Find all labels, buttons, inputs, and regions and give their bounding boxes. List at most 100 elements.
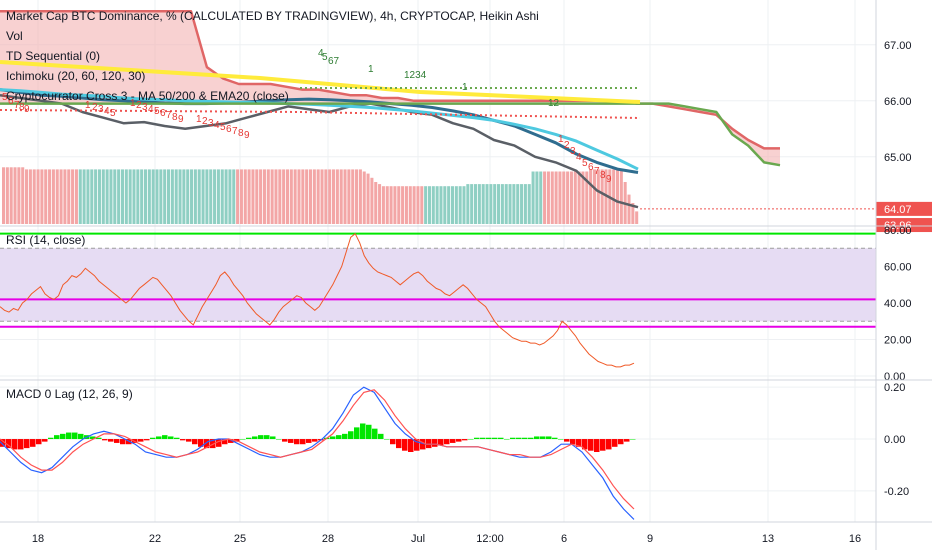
volume-bar [454, 186, 458, 224]
td-sequential-label: 1 [368, 64, 374, 75]
volume-bar [282, 169, 286, 224]
macd-histogram-bar [12, 439, 18, 450]
macd-histogram-bar [342, 433, 348, 440]
td-sequential-label: 4 [104, 106, 110, 117]
volume-bar [577, 171, 581, 224]
volume-bar [401, 186, 405, 224]
macd-histogram-bar [480, 437, 486, 440]
volume-bar [351, 169, 355, 224]
macd-histogram-bar [468, 439, 474, 440]
macd-histogram-bar [120, 439, 126, 445]
td-sequential-label: 4 [576, 152, 582, 163]
volume-bar [182, 169, 186, 224]
price-pane: 5 6 7 8 9 1 2 3 4 51 2 3 4 5 6 7 8 9 1 2 3 4 5 6 7 8 945 6711234112… [0, 9, 876, 224]
td-sequential-label: 2 [136, 100, 142, 111]
macd-histogram-bar [312, 439, 318, 442]
td-sequential-label: 4 [318, 48, 324, 59]
macd-histogram-bar [72, 432, 78, 440]
macd-histogram-bar [522, 437, 528, 440]
volume-bar [500, 184, 504, 224]
macd-histogram-bar [528, 437, 534, 440]
volume-bar [546, 171, 550, 224]
rsi-pane [0, 232, 876, 368]
volume-bar [247, 169, 251, 224]
macd-histogram-bar [138, 439, 144, 442]
macd-histogram-bar [210, 439, 216, 449]
volume-bar [512, 184, 516, 224]
td-sequential-label: 6 [588, 162, 594, 173]
volume-bar [439, 186, 443, 224]
macd-histogram-bar [336, 435, 342, 440]
macd-pane [0, 386, 636, 520]
volume-bar [619, 169, 623, 224]
volume-bar [631, 203, 635, 224]
indicator-ichimoku[interactable]: Ichimoku (20, 60, 120, 30) [6, 69, 146, 83]
volume-bar [424, 186, 428, 224]
volume-bar [105, 169, 109, 224]
volume-bar [128, 169, 132, 224]
macd-histogram-bar [588, 439, 594, 451]
macd-histogram-bar [6, 439, 12, 449]
td-sequential-label: 1 [130, 98, 136, 109]
macd-histogram-bar [90, 436, 96, 440]
volume-bar [596, 169, 600, 224]
volume-bar [224, 169, 228, 224]
td-sequential-label: 3 [98, 104, 104, 115]
macd-histogram-bar [582, 439, 588, 450]
volume-bar [324, 169, 328, 224]
macd-histogram-bar [498, 437, 504, 440]
volume-bar [366, 173, 370, 224]
volume-bar [473, 184, 478, 224]
macd-histogram-bar [444, 439, 450, 445]
volume-bar [97, 169, 101, 224]
volume-bar [21, 167, 25, 224]
macd-histogram-bar [54, 435, 60, 440]
macd-histogram-bar [450, 439, 456, 443]
td-sequential-label: 6 [226, 124, 232, 135]
volume-bar [332, 169, 336, 224]
indicator-td-sequential[interactable]: TD Sequential (0) [6, 49, 101, 63]
volume-bar [600, 169, 604, 224]
rsi-title[interactable]: RSI (14, close) [6, 233, 86, 247]
volume-bar [25, 169, 29, 224]
macd-histogram-bar [360, 423, 366, 440]
macd-histogram-bar [426, 439, 432, 449]
volume-bar [412, 186, 416, 224]
indicator-ma-cross[interactable]: Cryptocurrator Cross 3 - MA 50/200 & EMA… [6, 89, 289, 103]
macd-histogram-bar [462, 439, 468, 441]
macd-histogram-bar [222, 439, 228, 445]
macd-histogram-bar [432, 439, 438, 447]
rsi-tick-label: 20.00 [884, 335, 912, 347]
volume-bar [13, 167, 17, 224]
chart-title[interactable]: Market Cap BTC Dominance, % (CALCULATED … [6, 9, 539, 23]
volume-bar [232, 169, 236, 224]
macd-histogram-bar [48, 437, 54, 440]
price-legend: Market Cap BTC Dominance, % (CALCULATED … [6, 6, 539, 106]
volume-bar [554, 171, 558, 224]
macd-histogram-bar [390, 439, 396, 445]
price-tag-box [876, 201, 932, 216]
macd-histogram-bar [534, 436, 540, 440]
time-tick-label: 25 [234, 533, 246, 545]
volume-bar [36, 169, 40, 224]
volume-bar [585, 171, 589, 224]
volume-bar [627, 194, 631, 224]
volume-bar [612, 169, 616, 224]
volume-bar [535, 171, 539, 224]
volume-bar [485, 184, 489, 224]
volume-bar [186, 169, 190, 224]
ichimoku-cloud [0, 11, 780, 166]
volume-bar [328, 169, 332, 224]
macd-histogram-bar [456, 439, 462, 442]
macd-histogram-bar [150, 437, 156, 440]
td-sequential-label: 3 [208, 118, 214, 129]
volume-bar [297, 169, 301, 224]
macd-line [0, 386, 635, 520]
macd-histogram-bar [42, 439, 48, 442]
indicator-vol[interactable]: Vol [6, 29, 23, 43]
macd-title[interactable]: MACD 0 Lag (12, 26, 9) [6, 387, 133, 401]
volume-bar [278, 169, 282, 224]
td-sequential-label: 2 [564, 140, 570, 151]
td-sequential-label: 5 [220, 122, 226, 133]
macd-histogram-bar [366, 424, 372, 440]
